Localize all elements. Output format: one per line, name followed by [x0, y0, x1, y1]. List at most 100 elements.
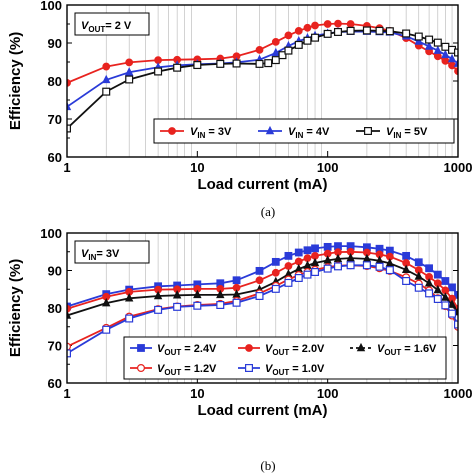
data-point — [125, 58, 134, 67]
data-point — [311, 21, 319, 30]
data-point — [448, 61, 456, 70]
data-point — [447, 299, 457, 308]
x-tick-label: 10 — [190, 160, 204, 175]
data-point — [67, 79, 71, 87]
data-point — [284, 251, 293, 260]
data-point — [448, 309, 457, 318]
data-point — [216, 289, 225, 299]
panel-a-y-axis-title: Efficiency (%) — [7, 32, 24, 130]
data-point — [385, 27, 394, 36]
data-point — [67, 304, 71, 313]
data-point — [303, 36, 312, 45]
data-point — [67, 342, 71, 351]
y-tick-label: 60 — [48, 150, 62, 165]
data-point — [346, 261, 355, 270]
y-tick-label: 70 — [48, 112, 62, 127]
data-point — [271, 284, 280, 293]
data-point — [333, 27, 342, 36]
data-point — [323, 264, 332, 273]
legend-marker — [137, 364, 146, 373]
condition-frame — [74, 12, 150, 36]
data-point — [346, 26, 355, 35]
legend-frame — [153, 118, 455, 144]
legend-frame — [123, 336, 447, 380]
data-point — [333, 262, 342, 271]
data-point — [255, 266, 264, 275]
data-point — [255, 292, 264, 301]
data-point — [216, 59, 225, 68]
data-point — [154, 67, 163, 76]
legend-marker — [364, 126, 373, 135]
data-point — [425, 35, 434, 44]
x-tick-label: 1000 — [444, 160, 473, 175]
legend-marker — [245, 364, 254, 373]
data-point — [284, 46, 293, 55]
data-point — [102, 325, 111, 334]
data-point — [294, 40, 303, 49]
data-point — [67, 124, 71, 133]
data-point — [362, 261, 371, 270]
data-point — [401, 264, 411, 274]
y-tick-label: 100 — [40, 0, 62, 13]
data-point — [193, 301, 202, 310]
data-point — [125, 75, 134, 84]
data-point — [173, 302, 182, 311]
panel-a-condition-box: VOUT= 2 V — [74, 12, 150, 36]
data-point — [334, 19, 342, 28]
data-point — [193, 61, 202, 70]
data-point — [271, 56, 280, 65]
data-point — [264, 59, 273, 68]
data-point — [125, 314, 134, 323]
data-point — [441, 42, 450, 51]
legend-label-1: VIN = 4V — [288, 126, 330, 140]
data-point — [453, 58, 458, 67]
data-point — [271, 37, 280, 46]
data-point — [232, 298, 241, 307]
data-point — [284, 262, 293, 270]
panel-b-legend: VOUT = 2.4V VOUT = 2.0V VOUT = 1.6V VOUT = … — [123, 336, 447, 380]
legend-marker — [356, 342, 366, 352]
data-point — [402, 277, 411, 286]
data-point — [414, 258, 423, 267]
data-point — [433, 38, 442, 47]
data-point — [385, 266, 394, 275]
data-point — [294, 257, 303, 266]
data-point — [454, 67, 458, 76]
data-point — [255, 45, 264, 54]
y-tick-label: 80 — [48, 74, 62, 89]
data-point — [425, 289, 434, 298]
data-point — [433, 270, 442, 279]
data-point — [454, 290, 458, 299]
legend-marker — [137, 344, 145, 352]
data-point — [441, 49, 450, 59]
data-point — [402, 29, 411, 38]
data-point — [172, 290, 182, 299]
legend-marker — [245, 344, 253, 352]
data-point — [67, 349, 71, 358]
x-tick-label: 1 — [63, 386, 70, 401]
data-point — [271, 257, 280, 266]
data-point — [454, 48, 458, 57]
data-point — [433, 284, 443, 294]
data-point — [323, 242, 332, 251]
data-point — [323, 20, 332, 28]
legend-label-2: VIN = 5V — [386, 126, 428, 140]
data-point — [303, 23, 312, 32]
legend-label-1: VOUT = 2.0V — [265, 343, 325, 357]
data-point — [124, 67, 134, 76]
data-point — [255, 276, 264, 285]
panel-a-series — [67, 19, 458, 133]
legend-label-2: VOUT = 1.6V — [377, 343, 437, 357]
data-point — [102, 298, 111, 307]
data-point — [193, 289, 202, 299]
legend-marker — [168, 127, 176, 135]
data-point — [441, 301, 450, 310]
data-point — [294, 274, 303, 283]
legend-label-0: VOUT = 2.4V — [157, 343, 217, 357]
data-point — [124, 293, 134, 302]
y-tick-label: 60 — [48, 376, 62, 391]
y-tick-label: 90 — [48, 36, 62, 51]
data-point — [433, 295, 442, 304]
